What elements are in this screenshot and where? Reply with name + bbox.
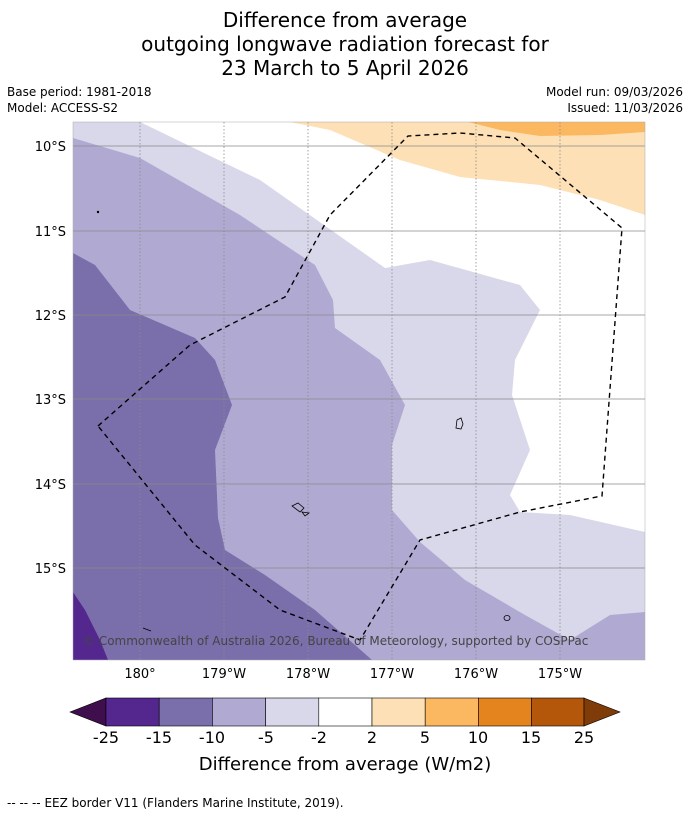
island-outline — [142, 627, 152, 632]
island-outline — [503, 615, 511, 621]
colorbar-tick-label: 2 — [367, 728, 377, 747]
island-outline — [301, 511, 311, 517]
graticule — [73, 122, 645, 660]
band-2-to-5 — [290, 122, 645, 215]
colorbar-tick-label: 10 — [468, 728, 488, 747]
lat-label: 11°S — [35, 225, 66, 240]
anomaly-field — [73, 122, 645, 660]
lat-label: 10°S — [35, 140, 66, 155]
colorbar-tick-label: -5 — [258, 728, 274, 747]
colorbar-swatch — [212, 697, 266, 727]
title-line-1: Difference from average — [222, 8, 468, 32]
colorbar — [69, 697, 621, 727]
island-outline — [291, 502, 305, 513]
lat-label: 15°S — [35, 562, 66, 577]
colorbar-tick-label: -25 — [93, 728, 119, 747]
island-outline — [455, 417, 464, 430]
band-minus-25-to-minus-15 — [73, 592, 108, 660]
lon-label: 175°W — [538, 667, 582, 682]
colorbar-swatch — [158, 697, 213, 727]
colorbar-swatch — [265, 697, 320, 727]
colorbar-tick-label: 25 — [574, 728, 594, 747]
model-run-label: Model run: 09/03/2026 — [545, 85, 683, 99]
map-figure: © Commonwealth of Australia 2026, Bureau… — [35, 121, 646, 775]
copyright-text: © Commonwealth of Australia 2026, Bureau… — [83, 634, 588, 648]
lat-label: 12°S — [35, 309, 66, 324]
colorbar-tick-label: -2 — [311, 728, 327, 747]
colorbar-extend-min — [69, 697, 107, 727]
band-minus-15-to-minus-10 — [73, 253, 372, 660]
lon-label: 179°W — [202, 667, 246, 682]
model-label: Model: ACCESS-S2 — [7, 101, 119, 115]
eez-legend-text: EEZ border V11 (Flanders Marine Institut… — [44, 796, 344, 810]
eez-legend: -- -- -- EEZ border V11 (Flanders Marine… — [7, 796, 344, 810]
title-line-2: outgoing longwave radiation forecast for — [141, 32, 549, 56]
island-outline — [96, 210, 100, 214]
lon-label: 180° — [124, 667, 155, 682]
map-frame — [72, 121, 646, 661]
lon-label: 176°W — [454, 667, 498, 682]
title-line-3: 23 March to 5 April 2026 — [221, 56, 469, 80]
lat-label: 14°S — [35, 478, 66, 493]
colorbar-tick-label: -15 — [146, 728, 172, 747]
colorbar-title: Difference from average (W/m2) — [199, 754, 491, 775]
colorbar-tick-label: -10 — [199, 728, 225, 747]
colorbar-tick-label: 15 — [521, 728, 541, 747]
colorbar-swatch — [371, 697, 426, 727]
band-5-to-10 — [468, 122, 645, 136]
colorbar-swatch — [318, 697, 373, 727]
colorbar-swatch — [424, 697, 479, 727]
colorbar-swatch — [478, 697, 532, 727]
lat-label: 13°S — [35, 393, 66, 408]
colorbar-swatch — [531, 697, 585, 727]
lon-label: 178°W — [286, 667, 330, 682]
colorbar-extend-max — [583, 697, 621, 727]
lon-label: 177°W — [370, 667, 414, 682]
issued-label: Issued: 11/03/2026 — [567, 101, 683, 115]
colorbar-swatch — [105, 697, 160, 727]
islands — [96, 210, 511, 632]
colorbar-tick-label: 5 — [420, 728, 430, 747]
eez-legend-symbol: -- -- -- — [7, 796, 41, 810]
base-period-label: Base period: 1981-2018 — [7, 85, 152, 99]
